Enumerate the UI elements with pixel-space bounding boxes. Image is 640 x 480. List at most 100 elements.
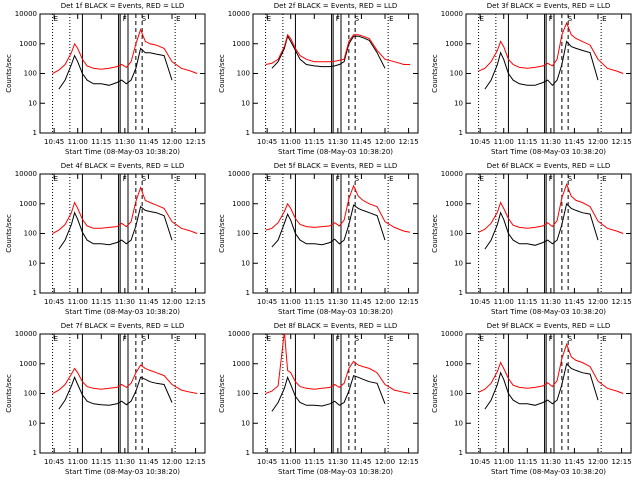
plot-frame <box>465 13 632 134</box>
y-tick-label: 10000 <box>15 330 37 338</box>
series-line <box>58 375 173 410</box>
y-tick-label: 100 <box>450 230 463 238</box>
x-tick-label: 11:30 <box>328 458 348 466</box>
x-tick-label: 12:00 <box>588 458 608 466</box>
y-tick-label: 10 <box>241 99 250 107</box>
y-tick-label: 100 <box>24 230 37 238</box>
x-tick-label: 11:15 <box>304 138 324 146</box>
plot-area <box>265 174 411 293</box>
y-tick-label: 1000 <box>232 40 250 48</box>
x-tick-label: 11:45 <box>564 138 584 146</box>
y-tick-label: 10 <box>454 259 463 267</box>
marker-label: F <box>336 335 340 343</box>
chart-title: Det 9f BLACK = Events, RED = LLD <box>487 322 610 330</box>
marker-label: E <box>54 335 58 343</box>
marker-label: S <box>355 15 360 23</box>
x-tick-label: 11:45 <box>564 298 584 306</box>
x-tick-label: 12:15 <box>185 138 205 146</box>
x-tick-label: 12:15 <box>398 138 418 146</box>
y-axis-label: Counts/sec <box>431 54 439 93</box>
x-tick-label: 12:00 <box>375 138 395 146</box>
marker-label: F <box>336 175 340 183</box>
x-tick-label: 11:15 <box>304 298 324 306</box>
panel: Det 3f BLACK = Events, RED = LLD Counts/s… <box>431 2 632 156</box>
x-tick-label: 11:30 <box>115 298 135 306</box>
y-tick-label: 10 <box>241 259 250 267</box>
plot-frame <box>465 333 632 454</box>
y-tick-label: 1000 <box>445 200 463 208</box>
series-line <box>271 374 386 412</box>
x-axis-label: Start Time (08-May-03 10:38:20) <box>278 148 393 156</box>
x-tick-label: 10:45 <box>44 138 64 146</box>
marker-label: E <box>389 15 393 23</box>
marker-label: E <box>602 15 606 23</box>
y-axis-label: Counts/sec <box>431 214 439 253</box>
panel: Det 7f BLACK = Events, RED = LLD Counts/s… <box>5 322 206 476</box>
x-tick-label: 11:00 <box>281 138 301 146</box>
x-axis-label: Start Time (08-May-03 10:38:20) <box>491 468 606 476</box>
plot-frame <box>252 173 419 294</box>
x-axis-label: Start Time (08-May-03 10:38:20) <box>278 468 393 476</box>
marker-label: F <box>123 175 127 183</box>
series-line <box>52 186 198 234</box>
chart-title: Det 8f BLACK = Events, RED = LLD <box>274 322 397 330</box>
y-tick-label: 10000 <box>15 10 37 18</box>
plot-frame <box>39 13 206 134</box>
series-line <box>271 204 386 248</box>
y-tick-label: 1000 <box>445 40 463 48</box>
x-tick-label: 11:30 <box>541 298 561 306</box>
x-tick-label: 11:00 <box>494 298 514 306</box>
x-tick-label: 11:00 <box>281 458 301 466</box>
plot-area <box>52 14 198 133</box>
y-tick-label: 10 <box>28 419 37 427</box>
y-axis-label: Counts/sec <box>5 54 13 93</box>
x-tick-label: 11:45 <box>564 458 584 466</box>
plot-frame <box>252 333 419 454</box>
y-tick-label: 10 <box>454 99 463 107</box>
series-line <box>478 182 624 234</box>
marker-label: S <box>142 335 147 343</box>
x-tick-label: 11:15 <box>91 458 111 466</box>
x-tick-label: 11:45 <box>138 458 158 466</box>
chart-title: Det 5f BLACK = Events, RED = LLD <box>274 162 397 170</box>
marker-label: S <box>142 175 147 183</box>
series-line <box>478 21 624 74</box>
x-tick-label: 11:30 <box>115 138 135 146</box>
x-axis-label: Start Time (08-May-03 10:38:20) <box>278 308 393 316</box>
x-tick-label: 11:00 <box>68 458 88 466</box>
panel: Det 9f BLACK = Events, RED = LLD Counts/s… <box>431 322 632 476</box>
x-tick-label: 11:45 <box>351 458 371 466</box>
y-tick-label: 10 <box>241 419 250 427</box>
marker-label: E <box>54 15 58 23</box>
y-tick-label: 10000 <box>15 170 37 178</box>
y-tick-label: 100 <box>237 70 250 78</box>
y-tick-label: 1000 <box>445 360 463 368</box>
y-tick-label: 1 <box>459 449 463 457</box>
x-tick-label: 12:15 <box>398 298 418 306</box>
y-tick-label: 100 <box>237 390 250 398</box>
x-tick-label: 11:30 <box>541 138 561 146</box>
y-tick-label: 10000 <box>228 330 250 338</box>
x-tick-label: 11:15 <box>517 458 537 466</box>
y-axis-label: Counts/sec <box>431 374 439 413</box>
y-tick-label: 1 <box>246 449 250 457</box>
x-tick-label: 12:00 <box>162 458 182 466</box>
x-tick-label: 12:00 <box>588 298 608 306</box>
y-tick-label: 100 <box>450 390 463 398</box>
x-tick-label: 10:45 <box>257 458 277 466</box>
x-tick-label: 11:30 <box>328 138 348 146</box>
y-tick-label: 100 <box>24 390 37 398</box>
x-axis-label: Start Time (08-May-03 10:38:20) <box>491 148 606 156</box>
marker-label: E <box>54 175 58 183</box>
x-tick-label: 10:45 <box>470 458 490 466</box>
x-tick-label: 11:30 <box>541 458 561 466</box>
y-tick-label: 1 <box>459 129 463 137</box>
x-axis-label: Start Time (08-May-03 10:38:20) <box>65 148 180 156</box>
x-tick-label: 10:45 <box>470 138 490 146</box>
y-axis-label: Counts/sec <box>218 374 226 413</box>
x-tick-label: 10:45 <box>44 298 64 306</box>
y-tick-label: 10 <box>454 419 463 427</box>
y-tick-label: 10000 <box>228 170 250 178</box>
marker-label: F <box>336 15 340 23</box>
